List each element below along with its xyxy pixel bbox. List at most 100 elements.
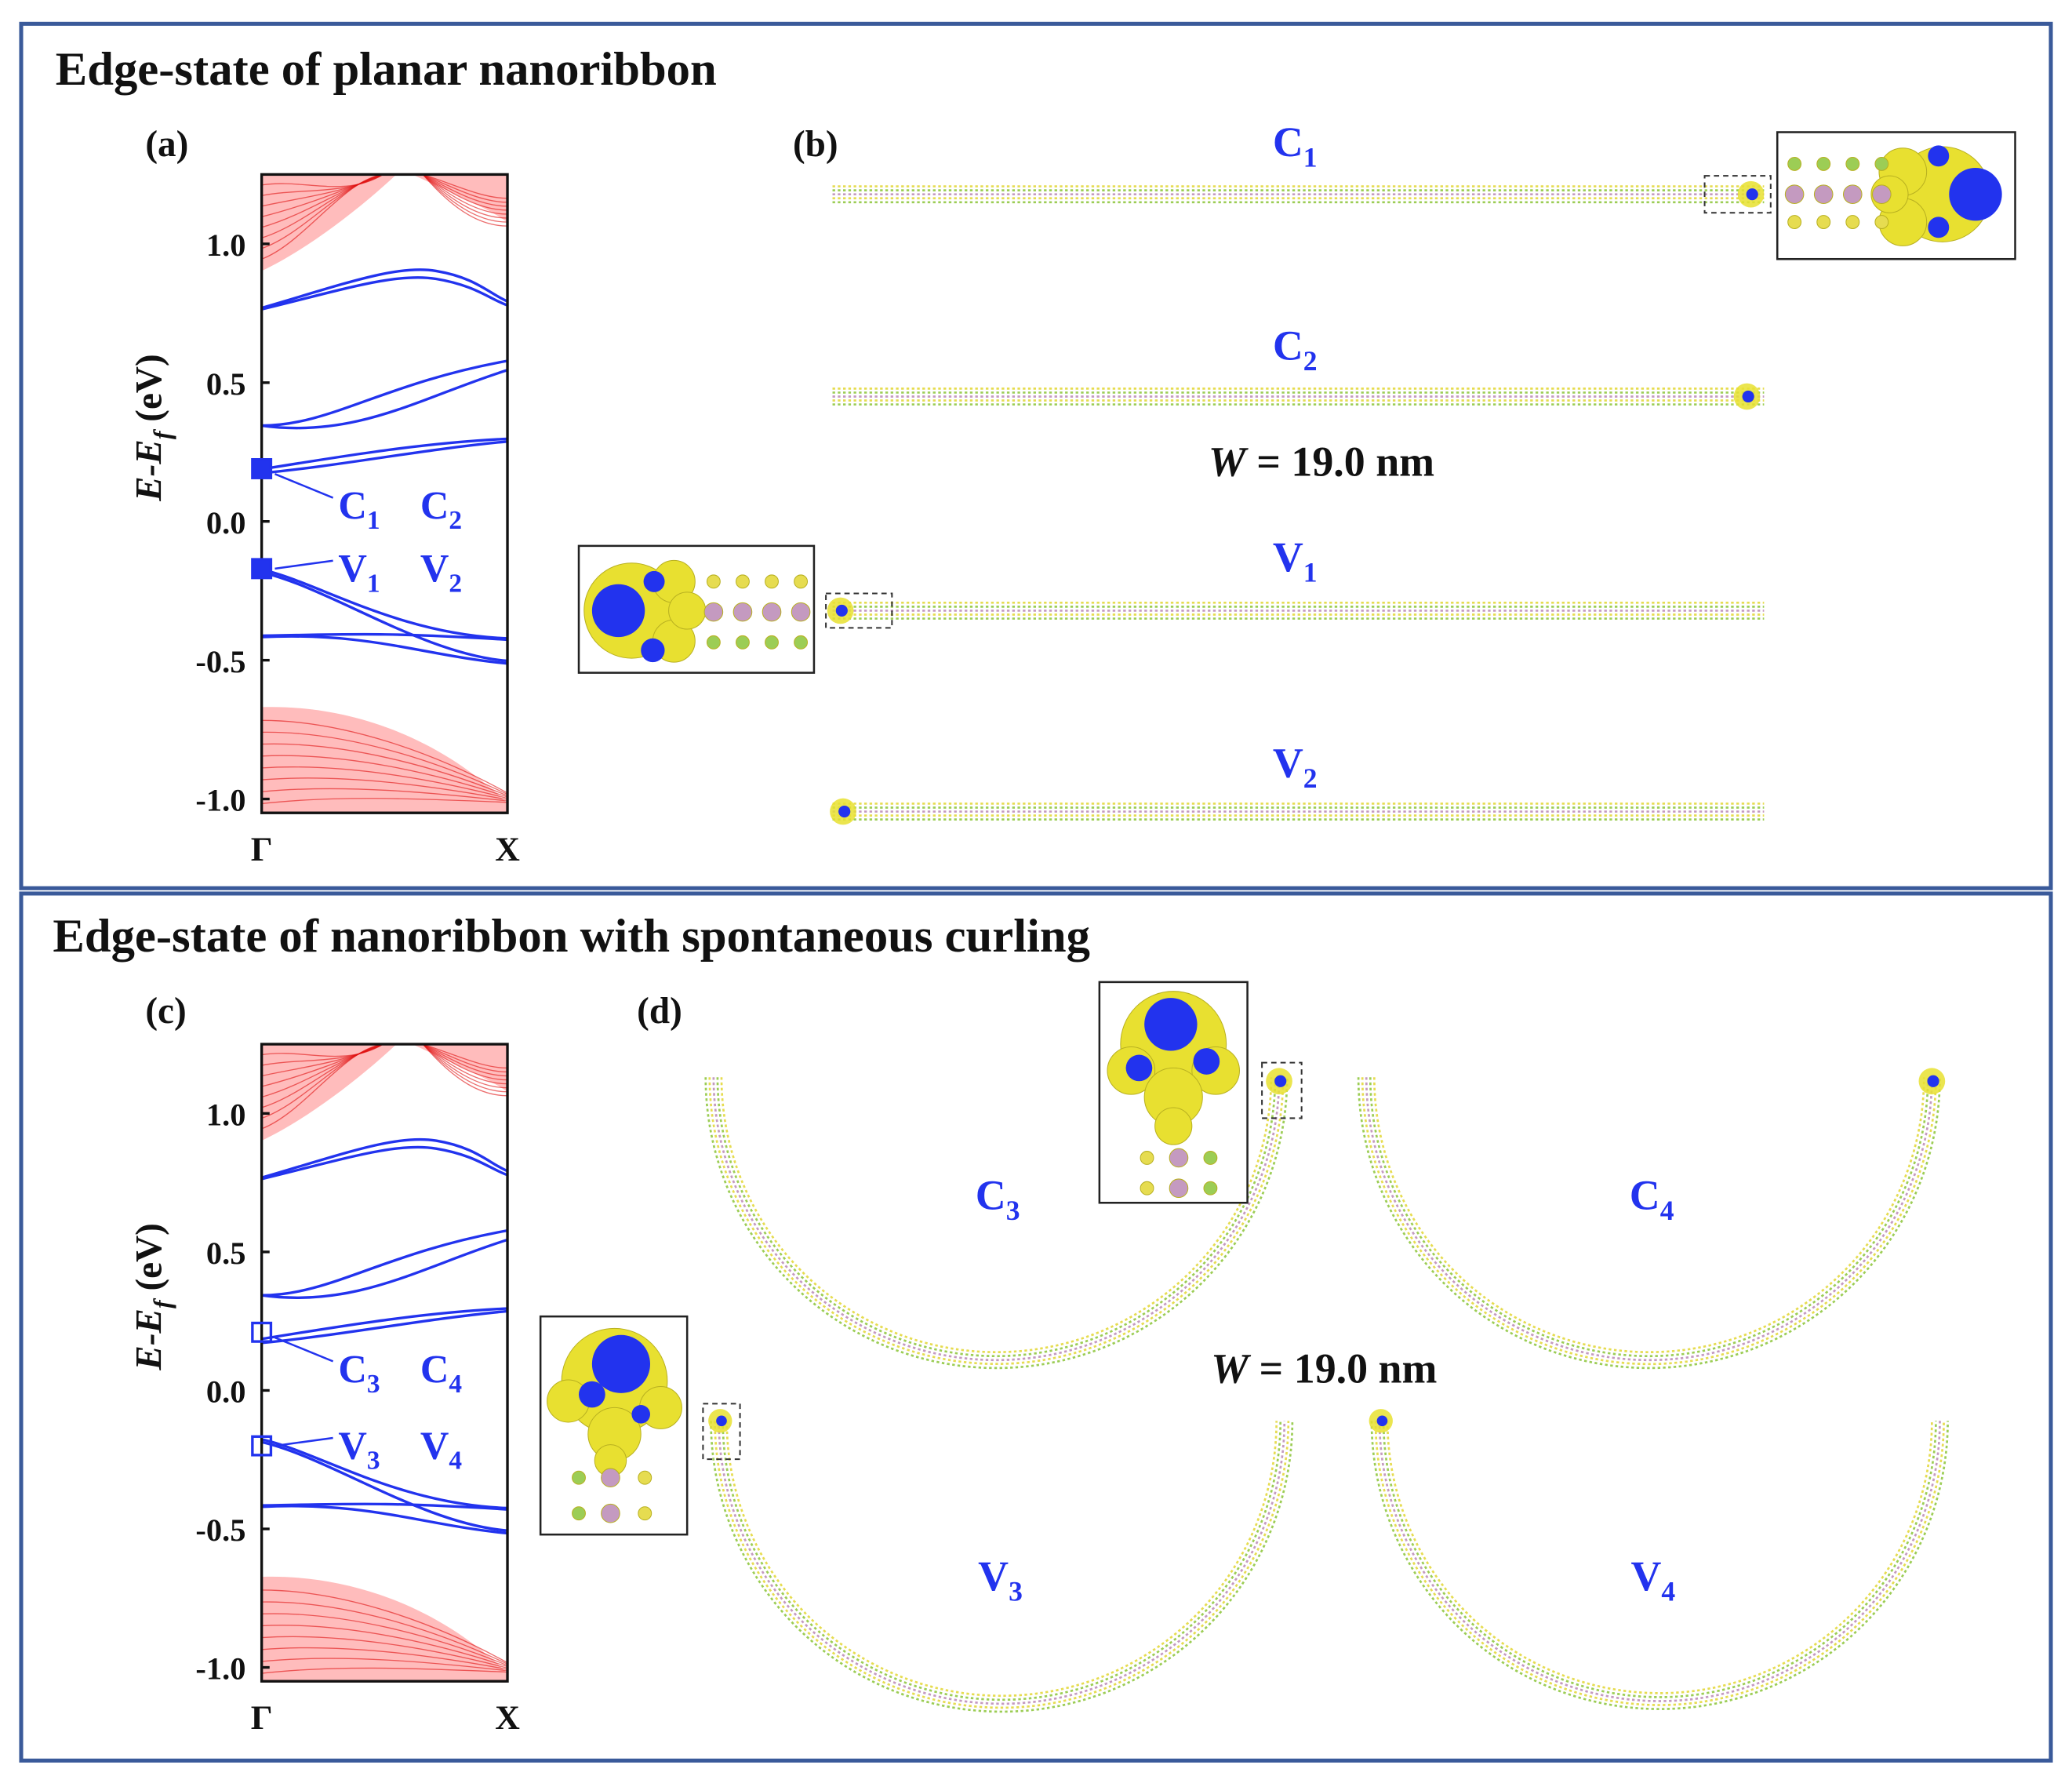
edge-band xyxy=(261,440,508,475)
bulk-band xyxy=(412,174,508,223)
inset-lobe xyxy=(1140,1181,1154,1196)
ribbon-row xyxy=(1382,1421,1937,1698)
label-sub: 2 xyxy=(449,569,462,598)
ribbon-row xyxy=(1369,1077,1929,1358)
width-label: W = 19.0 nm xyxy=(1211,1345,1437,1392)
edge-band xyxy=(261,1228,508,1297)
label-main: C xyxy=(420,1347,449,1391)
inset-lobe xyxy=(1169,1178,1189,1199)
inset-lobe xyxy=(1949,167,2002,221)
label-main: V xyxy=(1630,1552,1661,1600)
section-title: Edge-state of nanoribbon with spontaneou… xyxy=(53,910,1090,963)
state-label: V1 xyxy=(1273,533,1318,588)
label-unit: (eV) xyxy=(129,354,170,431)
inset-lobe xyxy=(579,1381,605,1408)
label-sub: 4 xyxy=(449,1370,462,1399)
bulk-band xyxy=(261,1576,508,1683)
y-tick-label: 0.5 xyxy=(206,366,246,402)
label-sub: 3 xyxy=(1009,1575,1023,1607)
bulk-band-line xyxy=(422,1043,508,1089)
panel-label: (d) xyxy=(637,991,682,1032)
bulk-band-line xyxy=(422,173,508,223)
label-rest: = 19.0 nm xyxy=(1249,1345,1437,1392)
inset-lobe xyxy=(1874,215,1889,229)
bulk-band-line xyxy=(422,1043,508,1085)
bulk-band-line xyxy=(422,173,508,203)
label-sub: 4 xyxy=(1660,1195,1674,1226)
edge-density-core xyxy=(1742,390,1754,403)
y-axis-label: E-Ef (eV) xyxy=(129,354,176,501)
edge-band xyxy=(261,268,508,310)
y-tick-label: 0.0 xyxy=(206,505,246,540)
arrow xyxy=(274,559,333,570)
inset-lobe xyxy=(1140,1151,1154,1165)
state-label: V4 xyxy=(1630,1552,1675,1607)
bulk-band-line xyxy=(422,173,508,211)
panel-border xyxy=(19,891,2053,1763)
inset-lobe xyxy=(703,602,724,622)
inset-lobe xyxy=(1169,1148,1189,1168)
state-label: C2 xyxy=(420,483,462,535)
bulk-band-line xyxy=(261,788,508,802)
band-structure xyxy=(261,1043,508,1683)
ribbon-row xyxy=(1374,1421,1945,1706)
label-sub: f xyxy=(147,1297,176,1308)
ribbon-row xyxy=(708,1077,1285,1366)
label-sub: 4 xyxy=(449,1447,462,1476)
y-tick-label: -1.0 xyxy=(195,1651,245,1687)
inset-lobe xyxy=(732,602,753,622)
inset-lobe xyxy=(1125,1054,1153,1082)
inset-lobe xyxy=(1816,156,1831,171)
bulk-band xyxy=(261,174,397,271)
bulk-band-line xyxy=(261,1667,508,1674)
plot-frame xyxy=(260,173,509,814)
label-sub: 1 xyxy=(367,506,380,535)
label-main: V xyxy=(420,1424,449,1468)
inset-lobe xyxy=(1203,1181,1218,1196)
bulk-band-line xyxy=(261,1625,508,1668)
ribbon-row xyxy=(1365,1077,1933,1362)
inset-lobe xyxy=(765,574,779,589)
plot-frame xyxy=(260,1043,509,1683)
bulk-band-line xyxy=(261,755,508,798)
state-marker xyxy=(251,1321,273,1343)
label-sub: 3 xyxy=(367,1370,380,1399)
x-tick-label: Γ xyxy=(251,1699,273,1737)
bulk-band-line xyxy=(261,798,508,805)
bulk-band-line xyxy=(422,1043,508,1081)
inset-lobe xyxy=(1928,217,1950,238)
state-label: C2 xyxy=(1273,322,1318,376)
bulk-band-line xyxy=(422,173,508,215)
bulk-band-line xyxy=(261,777,508,801)
inset-lobe xyxy=(1154,1107,1193,1145)
inset-lobe xyxy=(591,1334,651,1393)
y-tick-label: 1.0 xyxy=(206,1097,246,1133)
inset-lobe xyxy=(643,570,665,592)
y-tick-label: 0.0 xyxy=(206,1374,246,1410)
edge-band xyxy=(261,1309,508,1345)
label-sub: 4 xyxy=(1661,1575,1675,1607)
inset-lobe xyxy=(572,1470,586,1485)
label-sub: 2 xyxy=(1303,762,1318,794)
label-sub: f xyxy=(147,428,176,439)
bulk-band-line xyxy=(261,719,508,794)
bulk-band-line xyxy=(261,1647,508,1670)
bulk-band-line xyxy=(261,731,508,795)
state-label: C3 xyxy=(338,1347,380,1399)
edge-band xyxy=(261,635,508,665)
edge-band xyxy=(261,1137,508,1179)
edge-band xyxy=(261,359,508,428)
inset-lobe xyxy=(762,602,782,622)
edge-density-core xyxy=(1376,1415,1388,1427)
bulk-band-line xyxy=(422,173,508,207)
inset-lobe xyxy=(1787,156,1802,171)
panel-label: (b) xyxy=(793,124,838,165)
label-main: C xyxy=(338,483,367,527)
label-sub: 3 xyxy=(367,1447,380,1476)
bulk-band-line xyxy=(422,1043,508,1077)
label-unit: (eV) xyxy=(129,1223,170,1300)
y-tick-label: -0.5 xyxy=(195,1512,245,1548)
zoom-box xyxy=(702,1403,741,1461)
ribbon-row xyxy=(1357,1077,1941,1370)
bulk-band xyxy=(261,1044,397,1141)
